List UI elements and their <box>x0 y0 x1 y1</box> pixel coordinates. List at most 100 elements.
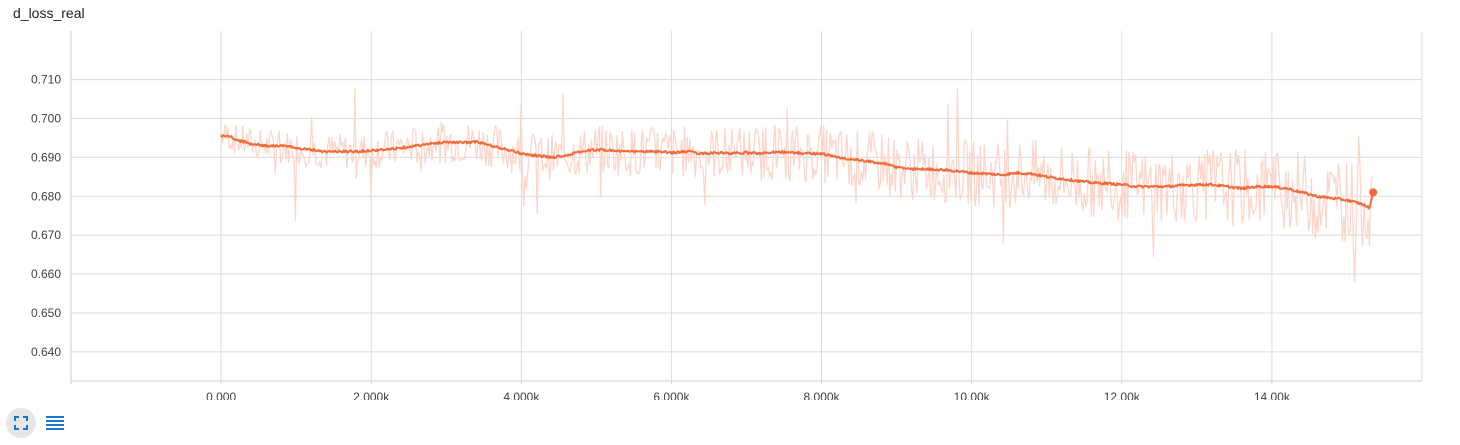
series-point <box>340 150 343 153</box>
x-tick-label: 6.000k <box>653 390 690 400</box>
series-point <box>1241 187 1243 190</box>
series-point <box>220 135 222 137</box>
series-point <box>670 151 673 154</box>
last-point-marker[interactable] <box>1369 188 1378 197</box>
series-point <box>1226 185 1228 188</box>
series-point <box>325 150 327 153</box>
grid-layer <box>70 31 1423 384</box>
series-point <box>265 144 267 147</box>
series-point <box>715 151 718 154</box>
fullscreen-button[interactable] <box>6 408 36 438</box>
series-point <box>520 152 523 155</box>
series-point <box>1316 195 1318 198</box>
series-point <box>700 152 703 155</box>
series-point <box>1286 187 1288 190</box>
series-point <box>1120 183 1123 186</box>
y-tick-label: 0.690 <box>31 150 61 164</box>
series-point <box>955 170 958 172</box>
series-point <box>1271 185 1273 188</box>
y-tick-label: 0.700 <box>31 112 61 126</box>
series-point <box>400 146 403 149</box>
chart-title: d_loss_real <box>13 5 85 21</box>
y-tick-label: 0.650 <box>31 306 61 320</box>
series-point <box>910 168 913 170</box>
x-tick-label: 4.000k <box>503 390 540 400</box>
fullscreen-icon <box>14 416 28 430</box>
series-point <box>745 151 748 154</box>
series-point <box>775 150 778 153</box>
series-point <box>535 154 538 157</box>
x-tick-label: 8.000k <box>804 390 841 400</box>
series-point <box>1090 181 1093 184</box>
raw-series-layer <box>220 88 1373 282</box>
y-tick-label: 0.660 <box>31 267 61 281</box>
series-point <box>655 150 658 153</box>
series-point <box>850 158 853 161</box>
series-point <box>1211 183 1213 186</box>
series-point <box>235 139 237 141</box>
x-tick-label: 10.00k <box>954 390 991 400</box>
series-point <box>925 168 928 170</box>
series-point <box>1301 191 1303 194</box>
x-tick-label: 2.000k <box>353 390 390 400</box>
series-point <box>760 152 763 155</box>
series-point <box>460 141 463 144</box>
series-point <box>1256 185 1258 188</box>
series-point <box>790 151 793 154</box>
series-point <box>595 148 598 151</box>
series-point <box>550 156 553 159</box>
series-point <box>1331 197 1333 200</box>
series-point <box>685 150 688 153</box>
series-point <box>415 144 418 147</box>
toggle-data-button[interactable] <box>40 408 70 438</box>
series-point <box>1000 174 1003 176</box>
tick-labels-layer: 0.640 0.650 0.660 0.670 0.680 0.690 0.700 0.710… <box>31 73 1291 400</box>
smoothed-series-layer <box>220 134 1378 210</box>
series-point <box>227 135 230 137</box>
series-point <box>280 144 282 147</box>
y-tick-label: 0.640 <box>31 345 61 359</box>
series-point <box>625 150 628 153</box>
series-point <box>805 152 808 155</box>
series-point <box>1135 185 1138 188</box>
series-point <box>940 169 943 171</box>
series-point <box>565 154 568 157</box>
series-point <box>1346 199 1348 201</box>
y-tick-label: 0.710 <box>31 73 61 87</box>
series-point <box>1060 177 1063 180</box>
series-point <box>580 150 583 153</box>
x-tick-label: 12.00k <box>1104 390 1141 400</box>
series-point <box>1181 184 1183 187</box>
series-point <box>640 150 643 153</box>
series-point <box>355 150 358 153</box>
series-point <box>1166 185 1168 188</box>
series-point <box>835 156 838 159</box>
series-point <box>370 149 373 152</box>
series-point <box>1368 207 1371 209</box>
y-tick-label: 0.680 <box>31 189 61 203</box>
series-point <box>1361 203 1363 205</box>
x-tick-label: 14.00k <box>1254 390 1291 400</box>
series-point <box>895 166 898 168</box>
series-point <box>310 148 312 151</box>
line-chart[interactable]: 0.640 0.650 0.660 0.670 0.680 0.690 0.700 0.710… <box>0 0 1460 400</box>
series-point <box>445 141 448 143</box>
series-point <box>1196 183 1198 186</box>
raw-series-line <box>220 88 1373 282</box>
series-point <box>820 152 823 155</box>
series-point <box>730 152 733 155</box>
series-point <box>1015 172 1018 174</box>
series-point <box>475 141 478 143</box>
series-point <box>385 148 388 151</box>
series-point <box>250 142 252 145</box>
x-tick-label: 0.000 <box>206 390 236 400</box>
series-point <box>295 146 297 149</box>
smoothed-series-line <box>220 134 1375 210</box>
series-point <box>1151 185 1153 188</box>
y-tick-label: 0.670 <box>31 228 61 242</box>
series-point <box>490 144 493 147</box>
series-point <box>430 142 433 145</box>
series-point <box>1045 176 1048 178</box>
series-point <box>1075 179 1078 182</box>
series-point <box>880 162 883 165</box>
